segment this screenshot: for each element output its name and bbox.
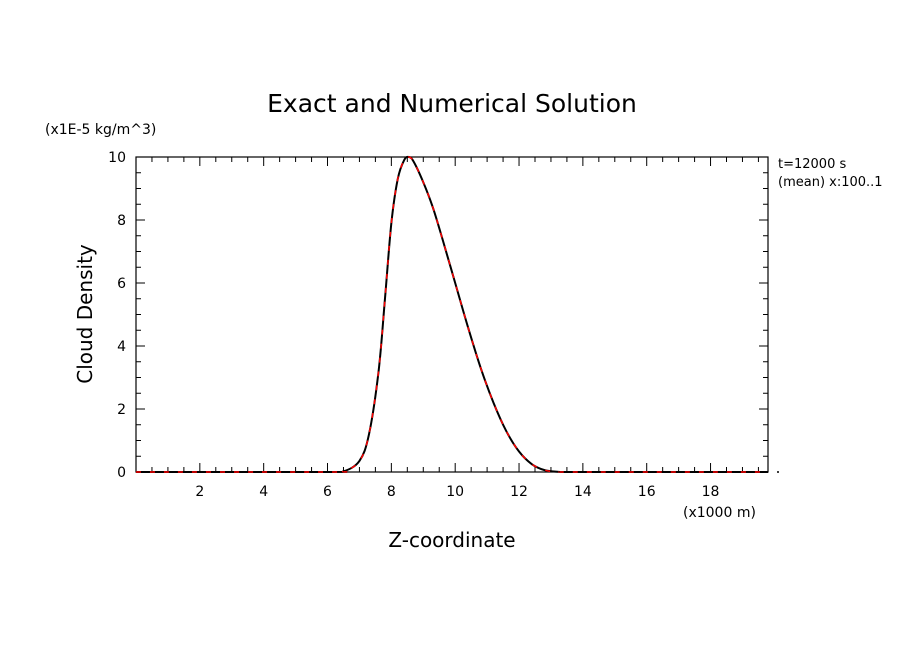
exact-solution-line — [136, 155, 768, 474]
y-tick-label: 10 — [108, 150, 126, 166]
mean-annotation: (mean) x:100..1 — [778, 175, 883, 190]
y-tick-label: 6 — [117, 276, 126, 292]
plot-frame — [135, 156, 769, 473]
x-tick-label: 12 — [510, 484, 528, 500]
y-unit-label: (x1E-5 kg/m^3) — [45, 122, 156, 138]
x-tick-label: 10 — [446, 484, 464, 500]
x-tick-label: 2 — [195, 484, 204, 500]
y-axis-label: Cloud Density — [73, 244, 97, 384]
corner-dot — [777, 471, 779, 473]
numerical-solution-line — [136, 156, 768, 473]
y-tick-label: 0 — [117, 465, 126, 481]
tick-labels: 2 4 6 8 10 12 14 16 18 0 2 4 6 8 10 — [108, 150, 719, 500]
y-tick-label: 2 — [117, 402, 126, 418]
x-axis-label: Z-coordinate — [388, 528, 515, 552]
x-tick-label: 18 — [702, 484, 720, 500]
x-tick-label: 14 — [574, 484, 592, 500]
x-unit-label: (x1000 m) — [683, 505, 756, 521]
chart-title: Exact and Numerical Solution — [267, 89, 637, 118]
axis-ticks — [136, 157, 768, 472]
x-tick-label: 4 — [259, 484, 268, 500]
y-tick-label: 4 — [117, 339, 126, 355]
x-tick-label: 16 — [638, 484, 656, 500]
time-annotation: t=12000 s — [778, 157, 846, 172]
y-tick-label: 8 — [117, 213, 126, 229]
x-tick-label: 6 — [323, 484, 332, 500]
x-tick-label: 8 — [387, 484, 396, 500]
